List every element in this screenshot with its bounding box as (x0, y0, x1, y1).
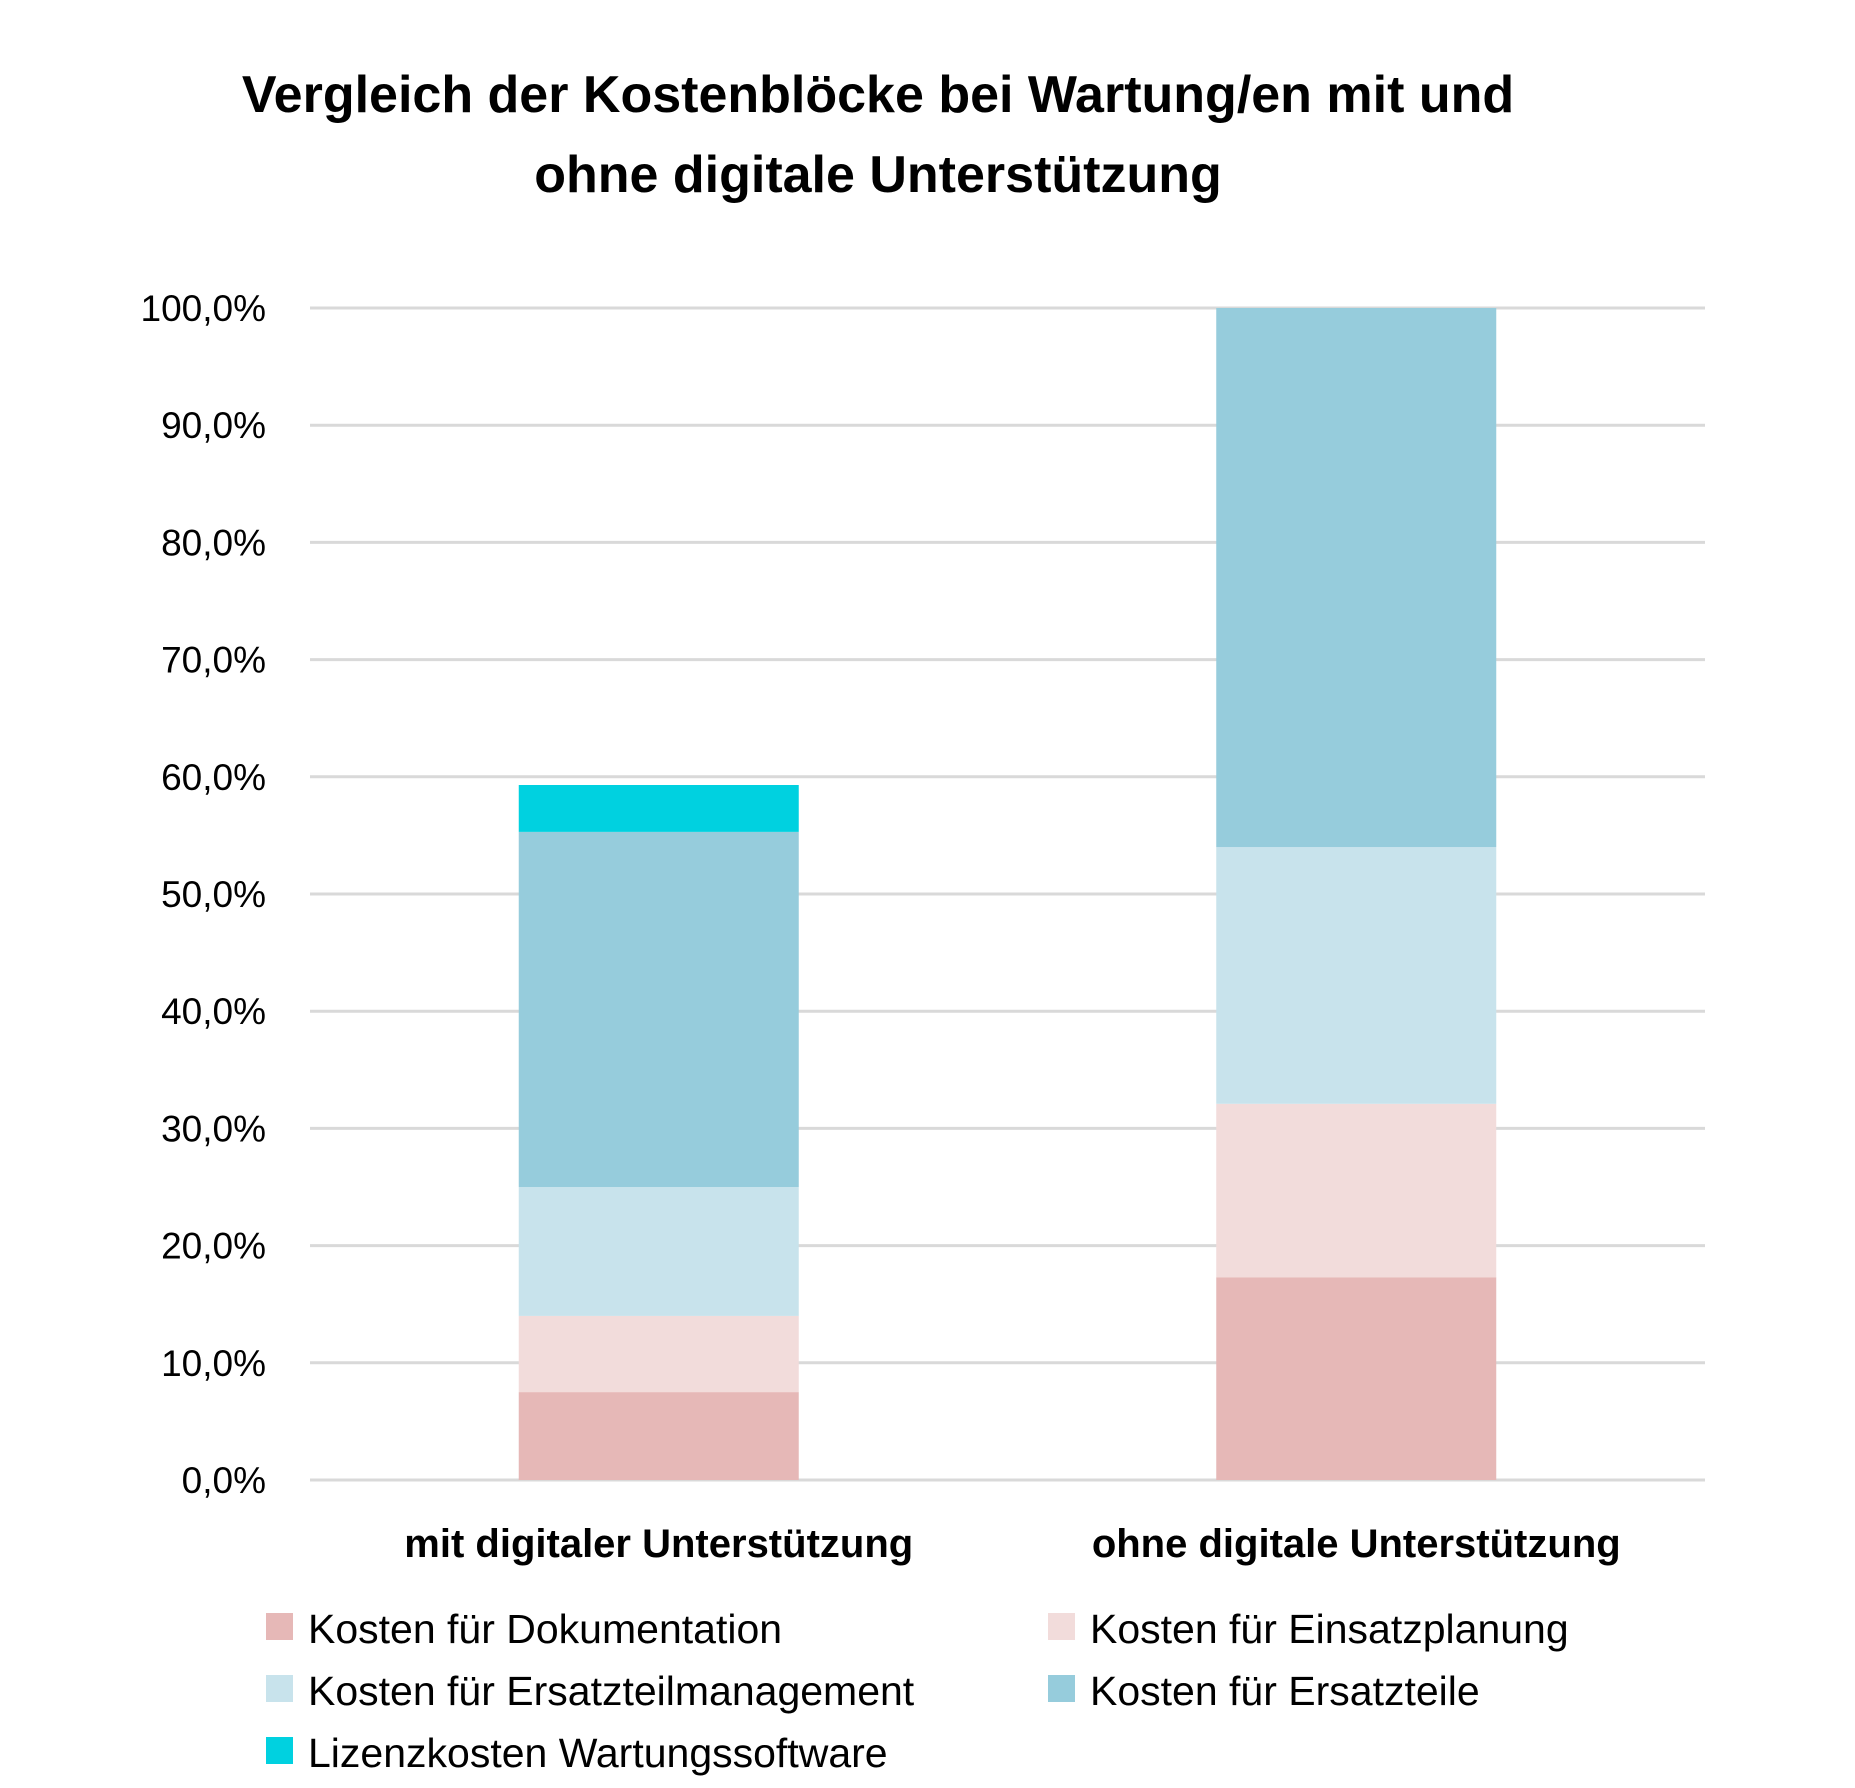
y-tick-label: 20,0% (161, 1226, 266, 1267)
bar-segment-4-cat-2 (1216, 308, 1497, 848)
y-tick-label: 70,0% (161, 640, 266, 681)
bar-segment-2-cat-2 (1216, 1103, 1497, 1278)
legend-swatch (266, 1737, 293, 1764)
y-tick-label: 90,0% (161, 405, 266, 446)
y-tick-label: 0,0% (182, 1460, 266, 1501)
legend-swatch (266, 1675, 293, 1702)
y-axis-tick-labels: 0,0% 10,0% 20,0% 30,0% 40,0% 50,0% 60,0% 70,0% 8… (141, 288, 267, 1501)
chart-title-line-2: ohne digitale Unterstützung (534, 146, 1222, 204)
legend-label: Kosten für Ersatzteile (1090, 1668, 1480, 1714)
legend-label: Kosten für Ersatzteilmanagement (308, 1668, 915, 1714)
legend-swatch (1048, 1613, 1075, 1640)
x-axis-category-labels: mit digitaler Unterstützung ohne digitale… (404, 1522, 1620, 1566)
bar-segment-3-cat-2 (1216, 847, 1497, 1104)
x-category-label: mit digitaler Unterstützung (404, 1522, 913, 1566)
legend-swatch (266, 1613, 293, 1640)
legend-swatch (1048, 1675, 1075, 1702)
bar-segment-2-cat-1 (518, 1315, 799, 1393)
y-tick-label: 30,0% (161, 1108, 266, 1149)
bar-segment-1-cat-2 (1216, 1277, 1497, 1480)
legend: Kosten für Dokumentation Kosten für Einsa… (266, 1606, 1569, 1776)
legend-label: Kosten für Dokumentation (308, 1606, 782, 1652)
y-tick-label: 100,0% (141, 288, 267, 329)
chart-title-line-1: Vergleich der Kostenblöcke bei Wartung/e… (242, 66, 1514, 124)
bar-segment-5-cat-1 (518, 785, 799, 832)
y-tick-label: 80,0% (161, 522, 266, 563)
legend-label: Lizenzkosten Wartungssoftware (308, 1730, 888, 1776)
bars (518, 308, 1497, 1480)
legend-label: Kosten für Einsatzplanung (1090, 1606, 1569, 1652)
y-tick-label: 10,0% (161, 1343, 266, 1384)
y-tick-label: 50,0% (161, 874, 266, 915)
y-tick-label: 40,0% (161, 991, 266, 1032)
y-tick-label: 60,0% (161, 757, 266, 798)
bar-segment-3-cat-1 (518, 1187, 799, 1316)
bar-segment-1-cat-1 (518, 1392, 799, 1480)
bar-segment-4-cat-1 (518, 831, 799, 1187)
x-category-label: ohne digitale Unterstützung (1092, 1522, 1621, 1566)
